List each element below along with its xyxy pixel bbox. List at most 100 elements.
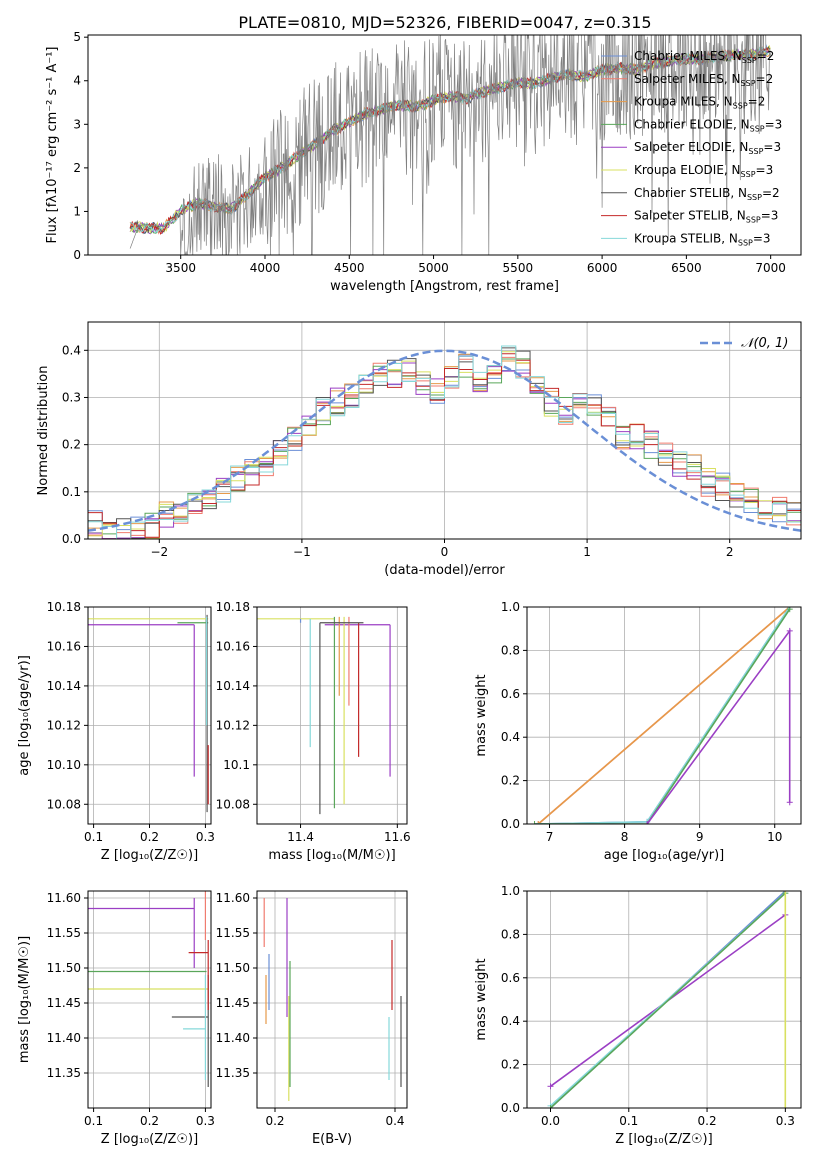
plot-area <box>527 891 801 1108</box>
y-tick-label: 11.60 <box>216 891 250 905</box>
x-tick-label: 0.4 <box>385 1114 404 1128</box>
y-tick-label: 11.50 <box>216 961 250 975</box>
y-tick-label: 11.35 <box>47 1066 81 1080</box>
y-tick-label: 11.50 <box>47 961 81 975</box>
y-tick-label: 1.0 <box>501 600 520 614</box>
x-axis-label: Z [log₁₀(Z/Z☉)] <box>101 1132 198 1147</box>
x-tick-label: 4000 <box>250 261 281 275</box>
y-tick-label: 0.0 <box>501 1101 520 1115</box>
x-tick-label: 11.4 <box>287 830 314 844</box>
panel-5: 7 8 9 10 0.0 0.2 0.4 0.6 0.8 1.0 age [log₁₀(age/yr… <box>474 600 802 863</box>
y-tick-label: 2 <box>73 161 81 175</box>
panel-6: 0.1 0.2 0.3 11.35 11.40 11.45 11.50 11.55 11.60 Z… <box>17 890 215 1147</box>
x-tick-label: 6500 <box>671 261 702 275</box>
x-axis-label: E(B-V) <box>312 1132 352 1147</box>
plot-content <box>531 607 793 824</box>
plot-area <box>257 607 407 824</box>
y-tick-label: 11.55 <box>47 926 81 940</box>
data-spectrum <box>129 35 772 255</box>
x-axis-label: Z [log₁₀(Z/Z☉)] <box>101 848 198 863</box>
y-tick-label: 10.16 <box>47 639 81 653</box>
y-axis-label: Normed distribution <box>36 366 51 496</box>
y-axis-label: Flux [fλ10⁻¹⁷ erg cm⁻² s⁻¹ A⁻¹] <box>45 47 60 244</box>
y-tick-label: 0.8 <box>501 927 520 941</box>
y-tick-label: 0.0 <box>501 817 520 831</box>
panel-2: −2 −1 0 1 2 0.0 0.1 0.2 0.3 0.4 (data-model)/error… <box>36 321 802 578</box>
y-axis-label: mass weight <box>474 958 489 1040</box>
x-tick-label: 1 <box>583 545 591 559</box>
y-tick-label: 11.60 <box>47 891 81 905</box>
figure-title: PLATE=0810, MJD=52326, FIBERID=0047, z=0… <box>238 13 651 32</box>
y-tick-label: 1.0 <box>501 884 520 898</box>
y-tick-label: 0.2 <box>501 774 520 788</box>
y-tick-label: 10.18 <box>216 600 250 614</box>
y-tick-label: 0.0 <box>62 532 81 546</box>
y-tick-label: 10.12 <box>47 718 81 732</box>
axes-frame <box>87 34 802 256</box>
legend: Chabrier MILES, NSSP=2 Salpeter MILES, NS… <box>601 49 782 247</box>
x-tick-label: 0.3 <box>776 1114 795 1128</box>
y-tick-label: 0.3 <box>62 390 81 404</box>
y-tick-label: 0.1 <box>62 485 81 499</box>
plot-content <box>88 345 801 539</box>
panel-1: 3500 4000 4500 5000 5500 6000 6500 7000 0 1 2 3 4 5 wa… <box>45 30 802 294</box>
normal-curve <box>88 349 801 532</box>
x-tick-label: 8 <box>621 830 629 844</box>
x-tick-label: 11.6 <box>384 830 411 844</box>
legend-label: Chabrier MILES, NSSP=2 <box>634 49 774 65</box>
mass-weight-line <box>534 608 791 824</box>
panel-3: 0.1 0.2 0.3 10.08 10.10 10.12 10.14 10.16 10.18 Z… <box>17 600 215 863</box>
x-tick-label: −1 <box>293 545 311 559</box>
legend-label: Salpeter ELODIE, NSSP=3 <box>634 140 781 156</box>
y-tick-label: 0.4 <box>62 343 81 357</box>
y-tick-label: 10.12 <box>216 718 250 732</box>
x-tick-label: 7 <box>546 830 554 844</box>
axes-frame <box>256 606 408 825</box>
y-tick-label: 0.4 <box>501 730 520 744</box>
x-tick-label: 7000 <box>755 261 786 275</box>
x-tick-label: 0.0 <box>541 1114 560 1128</box>
x-tick-label: 0.2 <box>140 830 159 844</box>
x-tick-label: 0 <box>441 545 449 559</box>
axes-frame <box>256 890 408 1109</box>
legend-label: Salpeter MILES, NSSP=2 <box>634 72 773 88</box>
legend: 𝒩(0, 1) <box>700 336 788 351</box>
plot-content <box>88 891 209 1087</box>
x-axis-label: Z [log₁₀(Z/Z☉)] <box>615 1132 712 1147</box>
x-axis-label: age [log₁₀(age/yr)] <box>604 848 725 863</box>
y-tick-label: 0.4 <box>501 1014 520 1028</box>
y-tick-label: 11.40 <box>216 1031 250 1045</box>
y-tick-label: 5 <box>73 30 81 44</box>
x-axis-label: (data-model)/error <box>384 563 505 578</box>
y-axis-label: age [log₁₀(age/yr)] <box>17 655 32 776</box>
y-axis-label: mass [log₁₀(M/M☉)] <box>17 936 32 1063</box>
y-tick-label: 0.2 <box>62 438 81 452</box>
axes-frame <box>526 890 802 1109</box>
x-tick-label: 9 <box>696 830 704 844</box>
x-tick-label: 0.1 <box>84 1114 103 1128</box>
plot-content <box>88 614 209 813</box>
panel-7: 0.2 0.4 11.35 11.40 11.45 11.50 11.55 11.60 E(B-… <box>216 890 408 1147</box>
y-tick-label: 10.08 <box>47 797 81 811</box>
y-tick-label: 10.16 <box>216 639 250 653</box>
y-tick-label: 0 <box>73 248 81 262</box>
plot-content <box>257 616 391 815</box>
axes-frame <box>526 606 802 825</box>
y-tick-label: 10.18 <box>47 600 81 614</box>
y-tick-label: 11.45 <box>47 996 81 1010</box>
panel-8: 0.0 0.1 0.2 0.3 0.0 0.2 0.4 0.6 0.8 1.0 Z [log₁₀(Z… <box>474 884 802 1147</box>
x-tick-label: −2 <box>150 545 168 559</box>
x-axis-label: wavelength [Angstrom, rest frame] <box>330 279 559 294</box>
y-tick-label: 11.55 <box>216 926 250 940</box>
y-tick-label: 10.10 <box>47 758 81 772</box>
x-axis-label: mass [log₁₀(M/M☉)] <box>268 848 395 863</box>
x-tick-label: 0.3 <box>196 1114 215 1128</box>
y-tick-label: 3 <box>73 117 81 131</box>
x-tick-label: 10 <box>767 830 782 844</box>
mass-weight-line <box>537 607 791 824</box>
x-tick-label: 5000 <box>418 261 449 275</box>
x-tick-label: 0.2 <box>698 1114 717 1128</box>
legend-label: Kroupa STELIB, NSSP=3 <box>634 231 771 247</box>
legend-label: Chabrier STELIB, NSSP=2 <box>634 186 780 202</box>
